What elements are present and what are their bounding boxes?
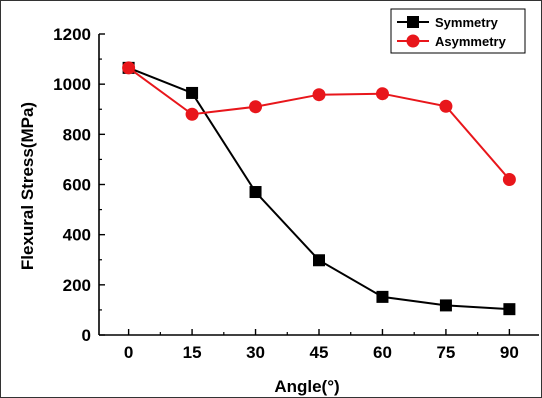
asymmetry-point — [375, 87, 389, 101]
asymmetry-point — [502, 172, 516, 186]
x-tick-label: 90 — [500, 343, 519, 362]
y-tick-label: 200 — [63, 276, 91, 295]
legend-asymmetry-marker — [406, 34, 420, 48]
x-tick-label: 45 — [310, 343, 329, 362]
symmetry-point — [503, 303, 516, 316]
symmetry-point — [249, 186, 262, 199]
symmetry-series-line — [128, 66, 510, 311]
asymmetry-point — [249, 100, 263, 114]
x-tick-label: 15 — [183, 343, 202, 362]
y-tick-label: 400 — [63, 226, 91, 245]
legend-asymmetry-label: Asymmetry — [435, 34, 507, 49]
asymmetry-point — [185, 107, 199, 121]
y-tick-label: 800 — [63, 125, 91, 144]
asymmetry-series-line — [128, 67, 511, 181]
y-tick-label: 1000 — [53, 75, 91, 94]
asymmetry-point — [312, 88, 326, 102]
y-tick-label: 1200 — [53, 25, 91, 44]
axes: 0 200 400 600 800 1000 1200 0 15 30 45 60 75 90 — [53, 25, 539, 362]
symmetry-point — [313, 254, 325, 267]
x-tick-label: 60 — [373, 343, 392, 362]
x-tick-label: 0 — [124, 343, 133, 362]
y-axis-title: Flexural Stress(MPa) — [18, 102, 37, 270]
asymmetry-point — [122, 61, 136, 75]
x-tick-label: 30 — [246, 343, 265, 362]
series-layer — [122, 61, 516, 316]
y-tick-label: 0 — [82, 326, 91, 345]
legend-symmetry-marker — [407, 16, 419, 28]
y-tick-label: 600 — [63, 176, 91, 195]
legend-symmetry-label: Symmetry — [435, 15, 499, 30]
legend: Symmetry Asymmetry — [390, 8, 526, 54]
symmetry-point — [186, 86, 199, 99]
symmetry-point — [376, 290, 389, 303]
symmetry-point — [439, 299, 452, 312]
x-tick-label: 75 — [436, 343, 455, 362]
x-axis-title: Angle(°) — [274, 377, 339, 396]
asymmetry-point — [439, 99, 453, 113]
